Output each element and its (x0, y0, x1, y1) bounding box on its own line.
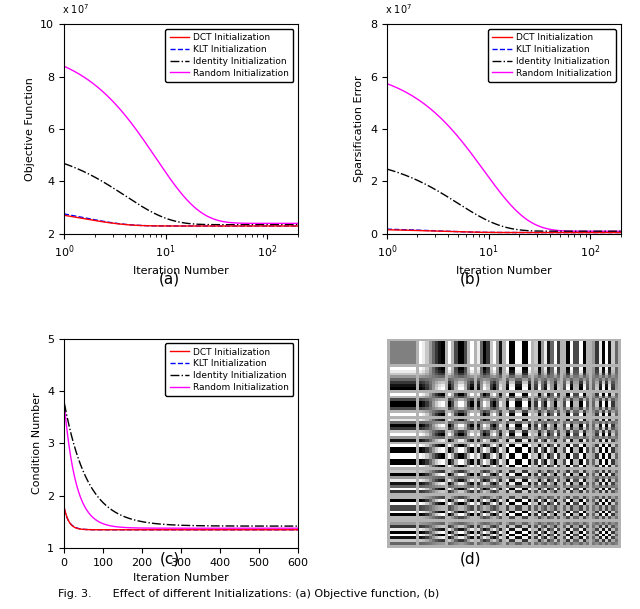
Text: (c): (c) (159, 551, 180, 566)
Y-axis label: Condition Number: Condition Number (31, 393, 42, 494)
Text: x 10$^7$: x 10$^7$ (385, 2, 412, 16)
Text: x 10$^7$: x 10$^7$ (61, 2, 89, 16)
Y-axis label: Sparsification Error: Sparsification Error (355, 76, 364, 183)
Y-axis label: Objective Function: Objective Function (25, 77, 35, 181)
X-axis label: Iteration Number: Iteration Number (133, 574, 229, 583)
X-axis label: Iteration Number: Iteration Number (456, 266, 552, 276)
Text: (b): (b) (460, 271, 481, 286)
Legend: DCT Initialization, KLT Initialization, Identity Initialization, Random Initiali: DCT Initialization, KLT Initialization, … (488, 29, 616, 82)
Legend: DCT Initialization, KLT Initialization, Identity Initialization, Random Initiali: DCT Initialization, KLT Initialization, … (165, 29, 293, 82)
Text: (d): (d) (460, 551, 481, 566)
Text: (a): (a) (159, 271, 180, 286)
X-axis label: Iteration Number: Iteration Number (133, 266, 229, 276)
Legend: DCT Initialization, KLT Initialization, Identity Initialization, Random Initiali: DCT Initialization, KLT Initialization, … (165, 343, 293, 396)
Text: Fig. 3.      Effect of different Initializations: (a) Objective function, (b): Fig. 3. Effect of different Initializati… (58, 589, 439, 599)
